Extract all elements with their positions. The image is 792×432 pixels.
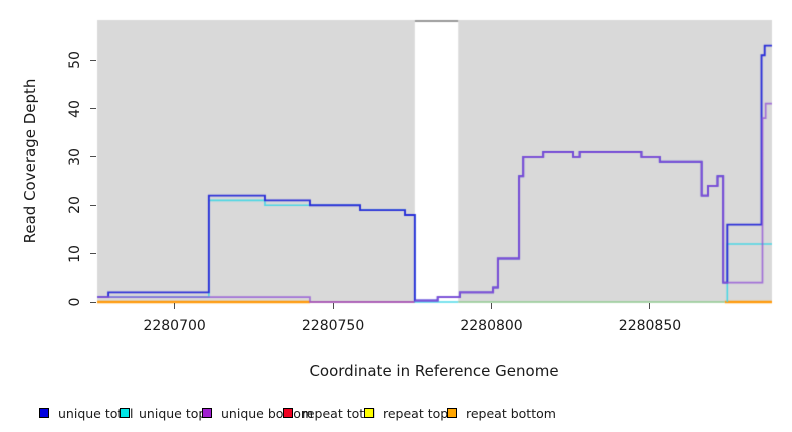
legend-label: repeat top bbox=[383, 405, 449, 421]
legend-label: unique total bbox=[58, 405, 134, 421]
y-tick-mark bbox=[90, 253, 96, 255]
y-tick-label: 40 bbox=[67, 99, 83, 118]
y-tick-mark bbox=[90, 108, 96, 110]
x-tick-label: 2280750 bbox=[301, 318, 365, 334]
legend-swatch-icon bbox=[283, 408, 293, 418]
legend-swatch-icon bbox=[202, 408, 212, 418]
legend-label: repeat total bbox=[302, 405, 376, 421]
legend-item-unique-top: unique top bbox=[120, 405, 207, 421]
y-tick-mark bbox=[90, 156, 96, 158]
y-tick-label: 50 bbox=[67, 51, 83, 70]
x-tick-label: 2280850 bbox=[618, 318, 682, 334]
legend-label: unique top bbox=[139, 405, 207, 421]
y-tick-mark bbox=[90, 301, 96, 303]
x-tick-label: 2280700 bbox=[143, 318, 206, 334]
y-tick-label: 20 bbox=[67, 196, 83, 215]
x-tick-label: 2280800 bbox=[460, 318, 523, 334]
legend-item-repeat-total: repeat total bbox=[283, 405, 376, 421]
y-tick-label: 30 bbox=[67, 147, 83, 166]
y-tick-mark bbox=[90, 204, 96, 206]
x-tick-mark bbox=[649, 303, 651, 309]
legend-label: repeat bottom bbox=[466, 405, 556, 421]
legend-item-repeat-top: repeat top bbox=[364, 405, 449, 421]
legend-swatch-icon bbox=[447, 408, 457, 418]
legend-swatch-icon bbox=[364, 408, 374, 418]
y-tick-mark bbox=[90, 59, 96, 61]
y-axis-title: Read Coverage Depth bbox=[21, 78, 39, 244]
x-axis-title: Coordinate in Reference Genome bbox=[309, 362, 559, 380]
y-tick-label: 10 bbox=[67, 244, 83, 263]
x-tick-mark bbox=[491, 303, 493, 309]
legend-item-unique-total: unique total bbox=[39, 405, 134, 421]
legend-item-repeat-bottom: repeat bottom bbox=[447, 405, 556, 421]
legend-swatch-icon bbox=[39, 408, 49, 418]
x-tick-mark bbox=[174, 303, 176, 309]
legend-swatch-icon bbox=[120, 408, 130, 418]
y-tick-label: 0 bbox=[67, 297, 83, 307]
x-tick-mark bbox=[332, 303, 334, 309]
